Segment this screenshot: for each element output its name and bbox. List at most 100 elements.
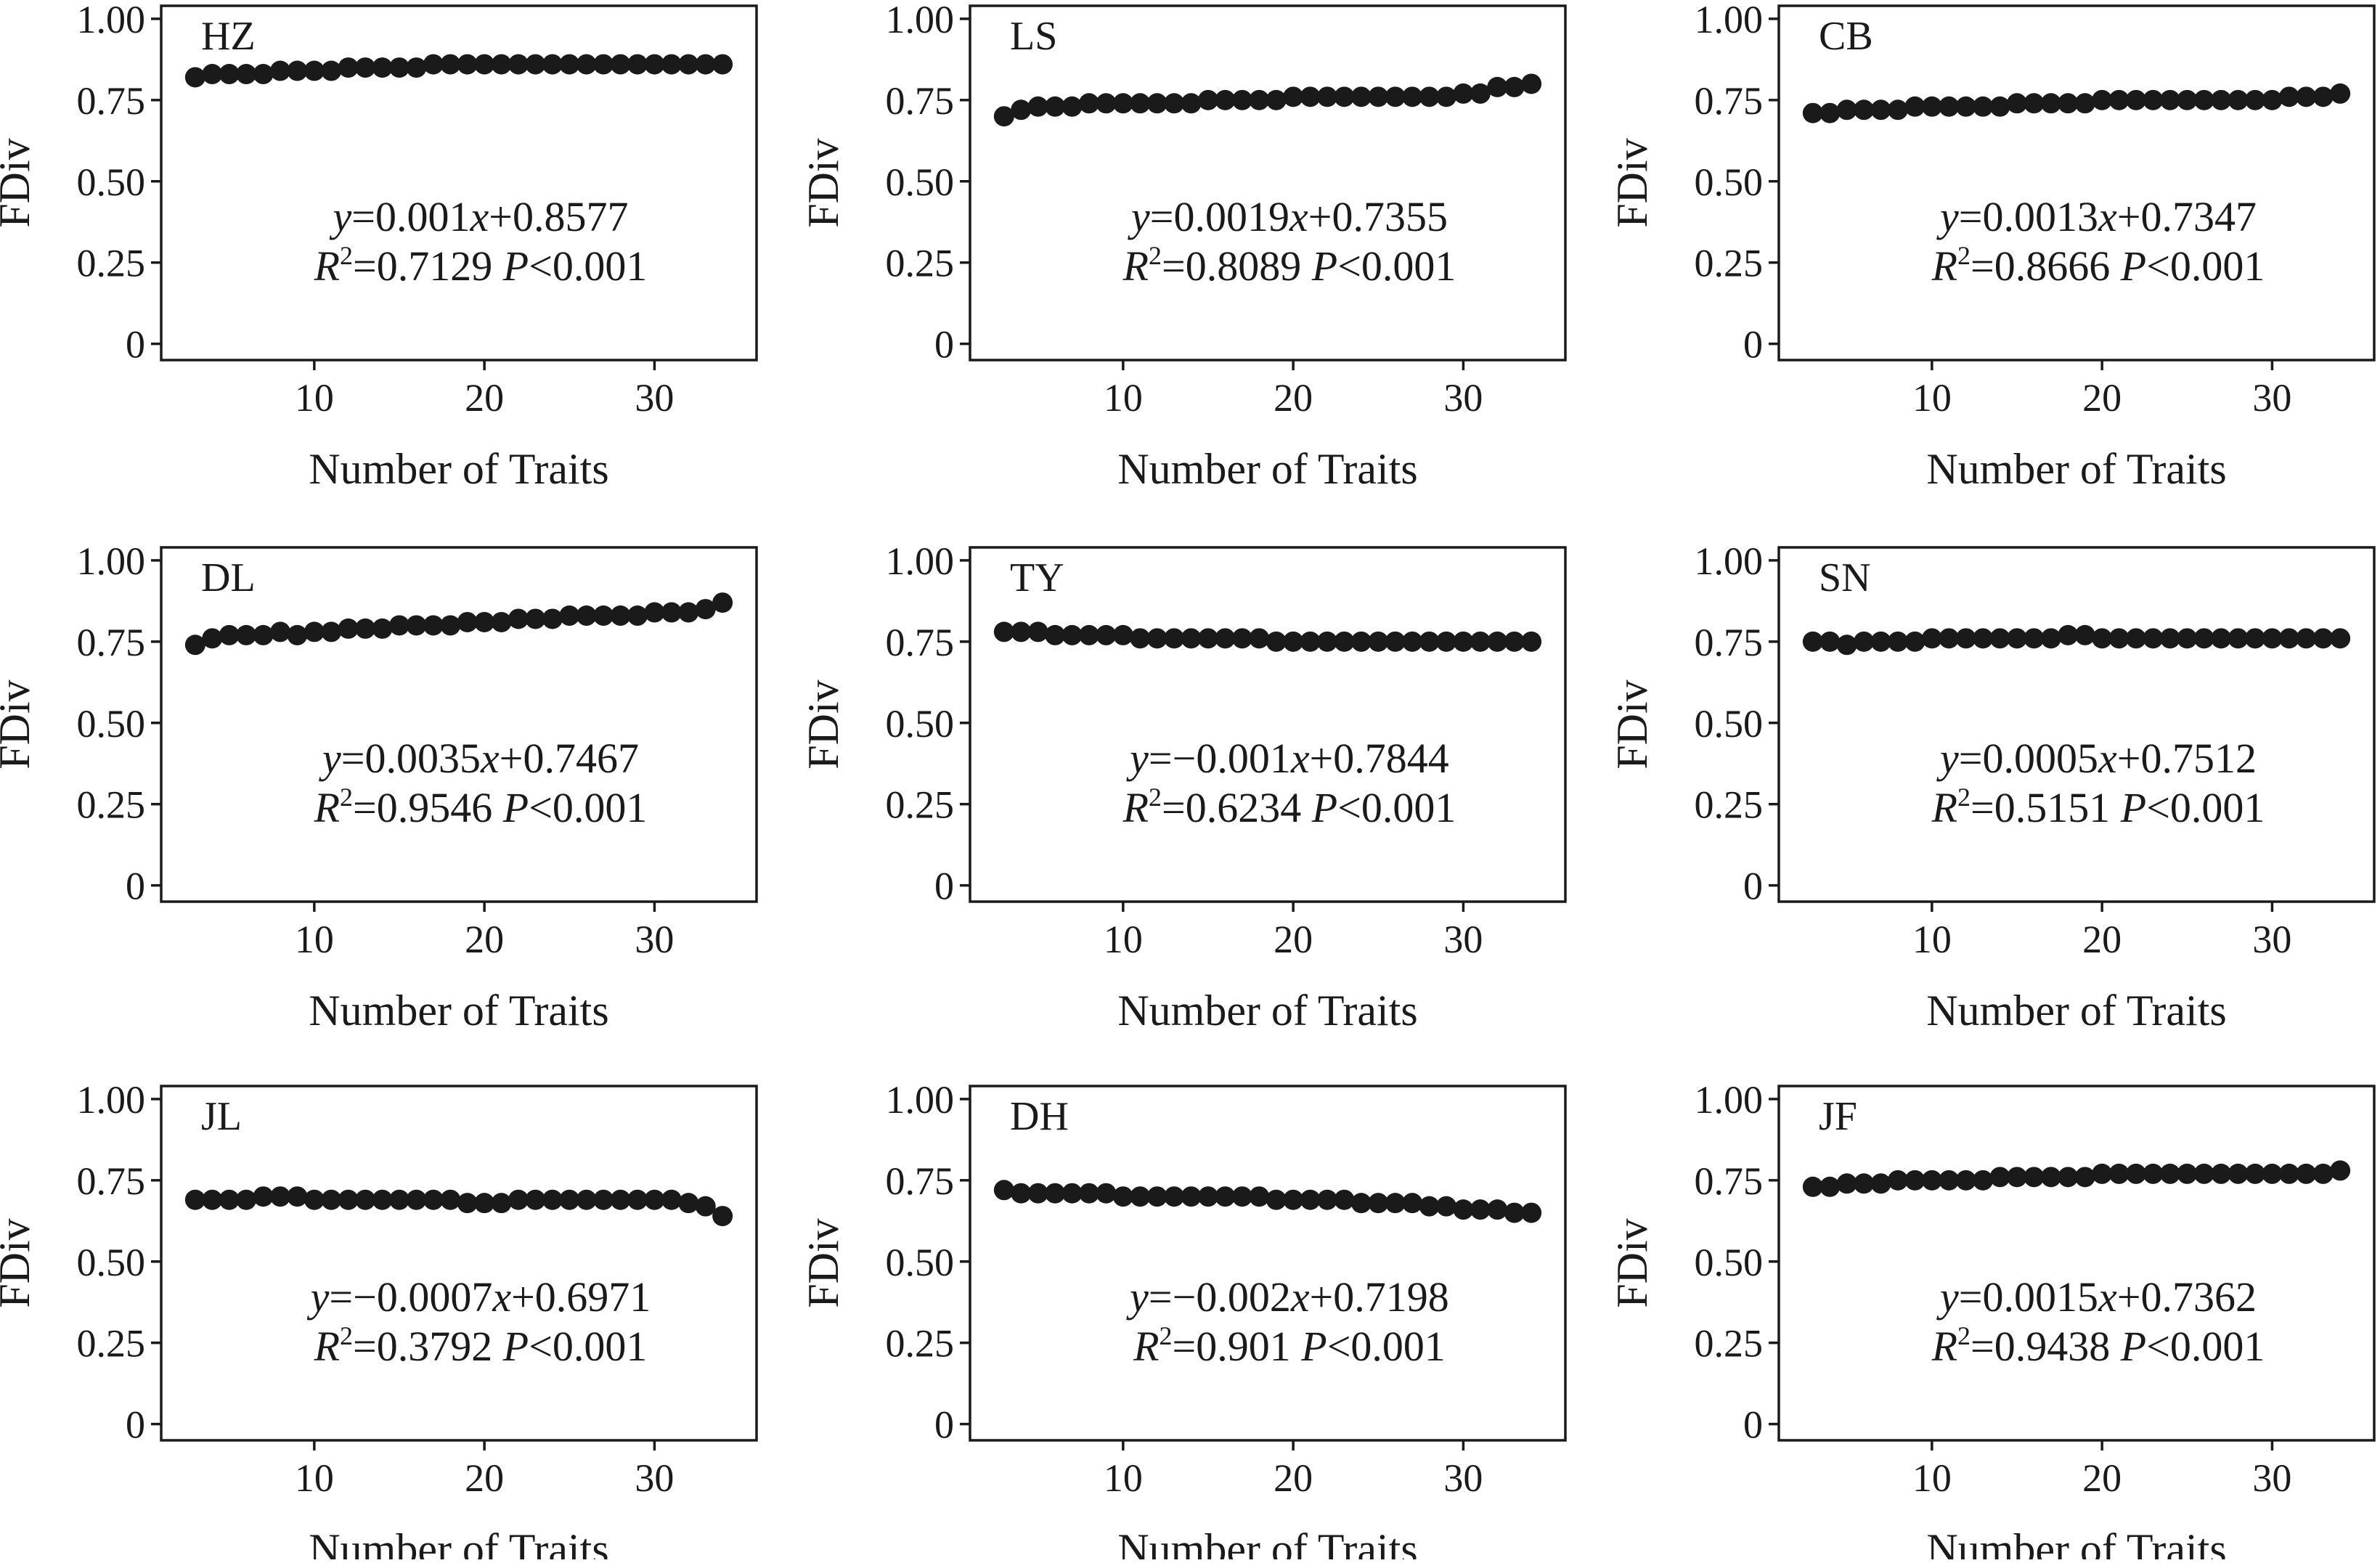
- panel-label: DH: [1010, 1094, 1069, 1139]
- data-point: [1939, 628, 1960, 649]
- panel-label: CB: [1819, 14, 1873, 59]
- data-point: [1027, 621, 1048, 642]
- panel-ls: 0 0.25 0.50 0.75 1.00 10 20 30 Number of Traits F…: [799, 0, 1567, 493]
- data-point: [1112, 93, 1133, 114]
- data-point: [202, 64, 223, 85]
- x-tick-label: 10: [1912, 918, 1952, 961]
- data-point: [219, 624, 240, 645]
- data-point: [2296, 628, 2317, 649]
- data-point: [457, 1193, 478, 1214]
- data-point: [542, 54, 563, 75]
- y-tick-label: 0.75: [886, 1159, 955, 1203]
- data-point: [559, 605, 580, 627]
- data-point: [270, 60, 290, 81]
- y-tick-label: 0.50: [886, 702, 955, 746]
- data-point: [2211, 1163, 2232, 1184]
- y-tick-label: 0.50: [886, 160, 955, 204]
- data-point: [627, 1189, 648, 1210]
- data-point: [1231, 628, 1252, 649]
- x-tick-label: 20: [2082, 918, 2122, 961]
- regression-equation: y=0.001x+0.8577: [330, 193, 629, 240]
- data-point: [1989, 1167, 2010, 1188]
- y-tick-label: 1.00: [1695, 1078, 1764, 1122]
- y-tick-label: 0.50: [1695, 1241, 1764, 1284]
- x-axis-title: Number of Traits: [309, 445, 608, 493]
- data-point: [1266, 631, 1287, 652]
- data-point: [1146, 628, 1167, 649]
- data-point: [1836, 1173, 1857, 1194]
- panel-dh: 0 0.25 0.50 0.75 1.00 10 20 30 Number of Traits F…: [799, 1078, 1567, 1563]
- data-point: [2330, 628, 2351, 649]
- y-tick-label: 0.25: [1695, 783, 1764, 827]
- data-point: [1130, 1186, 1151, 1207]
- data-point: [1061, 624, 1083, 645]
- panel-jl: 0 0.25 0.50 0.75 1.00 10 20 30 Number of Traits F…: [0, 1078, 758, 1563]
- data-point: [1504, 76, 1525, 97]
- data-point: [2024, 1167, 2045, 1188]
- x-tick-label: 20: [465, 376, 504, 420]
- data-point: [695, 54, 716, 75]
- y-tick-label: 0: [126, 323, 145, 367]
- y-tick-label: 0: [1743, 1403, 1763, 1447]
- data-point: [1198, 1186, 1218, 1207]
- data-point: [202, 1189, 223, 1210]
- y-tick-label: 1.00: [886, 1078, 955, 1122]
- data-point: [372, 57, 393, 78]
- data-point: [1854, 99, 1875, 121]
- y-tick-label: 0: [934, 1403, 954, 1447]
- data-point: [1079, 624, 1099, 645]
- x-tick-label: 10: [295, 918, 334, 961]
- y-tick-label: 0.25: [77, 1322, 146, 1366]
- data-point: [1231, 1186, 1252, 1207]
- x-tick-label: 20: [465, 1456, 504, 1500]
- data-point: [1436, 86, 1456, 107]
- data-point: [661, 1189, 682, 1210]
- data-point: [1521, 73, 1542, 94]
- data-point: [2092, 1163, 2113, 1184]
- data-point: [2143, 1163, 2164, 1184]
- data-point: [2092, 89, 2113, 110]
- y-tick-label: 0.25: [886, 783, 955, 827]
- data-point: [219, 64, 240, 85]
- data-point: [423, 1189, 444, 1210]
- data-point: [202, 628, 223, 649]
- data-point: [2193, 628, 2214, 649]
- data-point: [2040, 1167, 2061, 1188]
- x-tick-label: 30: [1443, 376, 1483, 420]
- regression-equation: y=0.0013x+0.7347: [1936, 193, 2257, 240]
- regression-equation: y=0.0035x+0.7467: [319, 735, 639, 782]
- data-point: [1096, 624, 1117, 645]
- data-point: [184, 67, 205, 88]
- data-point: [1419, 86, 1440, 107]
- data-point: [2007, 93, 2027, 114]
- data-point: [1939, 96, 1960, 117]
- data-point: [1973, 628, 1994, 649]
- data-point: [2330, 83, 2351, 104]
- data-point: [236, 1189, 257, 1210]
- data-point: [406, 1189, 427, 1210]
- data-point: [2058, 93, 2079, 114]
- x-tick-label: 10: [1104, 1456, 1143, 1500]
- data-point: [1350, 1193, 1372, 1214]
- regression-equation: y=0.0005x+0.7512: [1936, 735, 2257, 782]
- data-point: [1231, 89, 1252, 110]
- data-point: [1283, 86, 1304, 107]
- data-point: [576, 605, 597, 627]
- data-point: [2228, 89, 2249, 110]
- x-tick-label: 30: [635, 918, 674, 961]
- data-point: [1011, 621, 1032, 642]
- y-tick-label: 0.25: [77, 783, 146, 827]
- data-point: [1181, 93, 1202, 114]
- y-tick-label: 0.75: [77, 79, 146, 123]
- y-tick-label: 1.00: [886, 0, 955, 41]
- data-point: [1215, 89, 1236, 110]
- data-point: [491, 611, 512, 632]
- data-point: [2245, 628, 2265, 649]
- x-tick-label: 20: [465, 918, 504, 961]
- data-point: [1870, 631, 1891, 652]
- data-point: [2312, 628, 2334, 649]
- data-point: [2228, 1163, 2249, 1184]
- data-point: [2143, 628, 2164, 649]
- data-point: [303, 621, 325, 642]
- data-point: [2278, 628, 2299, 649]
